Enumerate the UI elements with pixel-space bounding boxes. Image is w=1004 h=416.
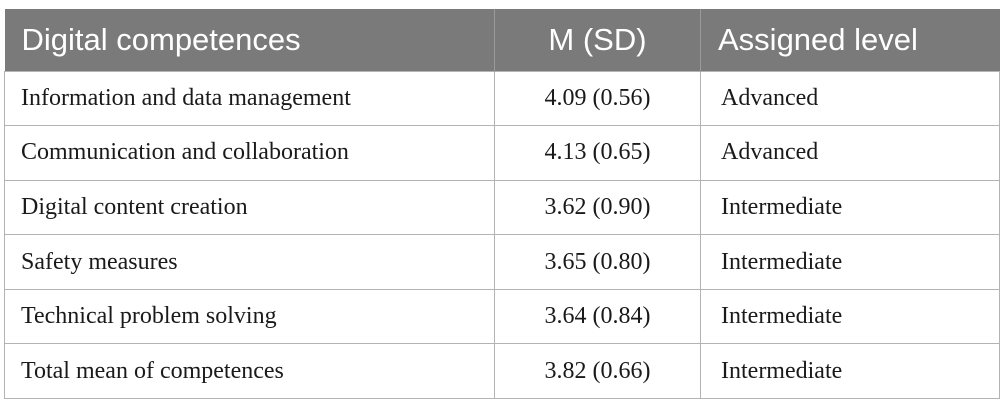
competence-cell: Communication and collaboration [4, 125, 495, 181]
mean-sd-cell: 4.09 (0.56) [494, 70, 701, 127]
level-cell: Advanced [700, 125, 1000, 181]
competence-cell: Technical problem solving [4, 288, 495, 345]
mean-sd-cell: 3.64 (0.84) [494, 288, 701, 345]
mean-sd-cell: 3.62 (0.90) [494, 179, 701, 236]
table-row: Technical problem solving 3.64 (0.84) In… [4, 288, 1000, 345]
mean-sd-cell: 3.82 (0.66) [494, 343, 701, 400]
competence-cell: Information and data management [4, 70, 495, 127]
competence-cell: Total mean of competences [4, 343, 495, 400]
competence-cell: Safety measures [4, 234, 495, 290]
competences-table-container: Digital competences M (SD) Assigned leve… [4, 9, 1000, 403]
header-digital-competences: Digital competences [21, 21, 301, 57]
mean-sd-cell: 4.13 (0.65) [494, 125, 701, 181]
header-mean-sd: M (SD) [494, 9, 701, 71]
table-row-total: Total mean of competences 3.82 (0.66) In… [4, 343, 1000, 400]
level-cell: Advanced [700, 70, 1000, 127]
table-header-row: Digital competences M (SD) Assigned leve… [4, 9, 1000, 71]
level-cell: Intermediate [700, 234, 1000, 290]
level-cell: Intermediate [700, 288, 1000, 345]
header-assigned-level: Assigned level [700, 9, 1000, 71]
table-row: Information and data management 4.09 (0.… [4, 70, 1000, 127]
mean-sd-cell: 3.65 (0.80) [494, 234, 701, 290]
level-cell: Intermediate [700, 343, 1000, 400]
table-row: Safety measures 3.65 (0.80) Intermediate [4, 234, 1000, 290]
table-row: Communication and collaboration 4.13 (0.… [4, 125, 1000, 181]
table-row: Digital content creation 3.62 (0.90) Int… [4, 179, 1000, 236]
competence-cell: Digital content creation [4, 179, 495, 236]
competences-table: Digital competences M (SD) Assigned leve… [4, 9, 1000, 400]
level-cell: Intermediate [700, 179, 1000, 236]
